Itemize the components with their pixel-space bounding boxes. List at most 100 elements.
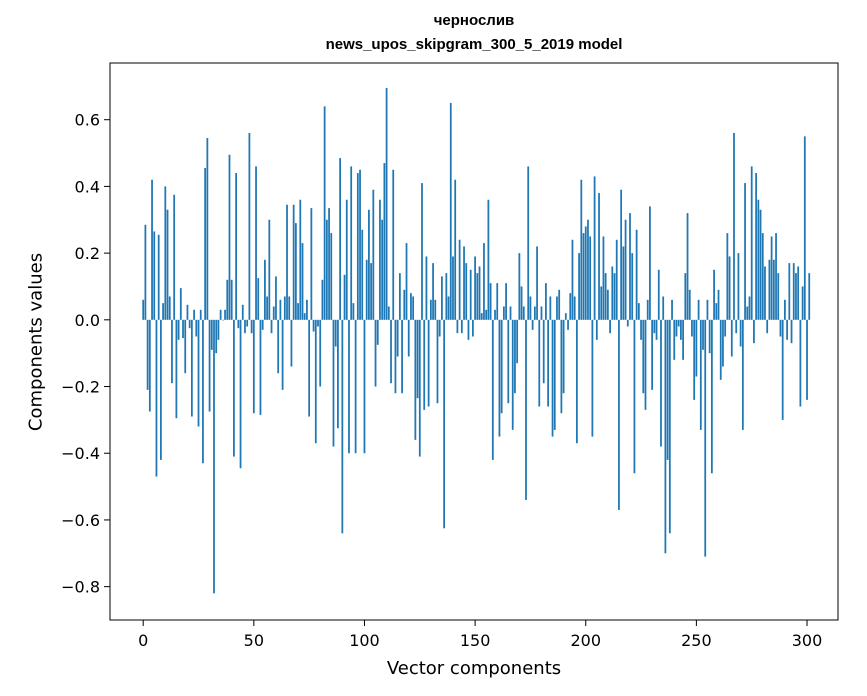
bar bbox=[564, 313, 567, 320]
bar bbox=[283, 296, 286, 320]
bar bbox=[693, 319, 696, 400]
bar bbox=[516, 319, 519, 364]
bar bbox=[447, 296, 450, 320]
bar bbox=[618, 319, 620, 510]
bar bbox=[651, 319, 654, 390]
bar bbox=[398, 273, 401, 320]
bar bbox=[755, 173, 758, 320]
bar bbox=[385, 88, 388, 320]
bar bbox=[148, 319, 151, 412]
bar bbox=[764, 266, 766, 320]
x-tick-label: 0 bbox=[138, 631, 148, 650]
bar bbox=[383, 163, 386, 320]
bar bbox=[741, 319, 744, 430]
bar bbox=[697, 299, 700, 320]
bar bbox=[595, 319, 598, 340]
bar bbox=[162, 303, 164, 320]
bars-group bbox=[142, 88, 811, 594]
bar bbox=[467, 319, 470, 340]
bar bbox=[547, 319, 550, 407]
bar bbox=[294, 223, 297, 320]
bar bbox=[363, 319, 366, 454]
bar bbox=[806, 319, 808, 400]
bar bbox=[425, 256, 428, 320]
bar bbox=[182, 319, 184, 339]
bar bbox=[449, 103, 452, 320]
bar bbox=[587, 219, 589, 320]
bar bbox=[199, 309, 202, 320]
bar bbox=[186, 304, 189, 320]
bar bbox=[171, 319, 173, 384]
bar bbox=[310, 208, 313, 320]
bar bbox=[770, 236, 773, 320]
bar bbox=[673, 319, 676, 360]
bar bbox=[600, 286, 603, 320]
bar bbox=[629, 213, 631, 320]
bar bbox=[407, 319, 410, 357]
bar bbox=[268, 219, 271, 320]
bar bbox=[368, 209, 370, 320]
bar bbox=[604, 273, 607, 320]
bar bbox=[788, 263, 791, 320]
bar bbox=[748, 296, 751, 320]
bar bbox=[354, 319, 357, 454]
bar bbox=[529, 296, 532, 320]
bar bbox=[677, 319, 680, 327]
bar bbox=[772, 259, 775, 320]
bar bbox=[582, 233, 585, 320]
bar bbox=[710, 319, 713, 474]
bar bbox=[270, 319, 273, 334]
bar bbox=[511, 319, 514, 430]
bar bbox=[545, 283, 547, 320]
bar bbox=[423, 319, 426, 410]
bar bbox=[224, 309, 226, 320]
bar bbox=[631, 253, 634, 320]
y-tick-label: 0.4 bbox=[75, 177, 100, 196]
bar bbox=[553, 319, 556, 430]
bar bbox=[735, 319, 738, 334]
bar bbox=[432, 263, 434, 320]
bar bbox=[317, 319, 319, 327]
x-tick-label: 250 bbox=[681, 631, 712, 650]
bar bbox=[142, 299, 145, 320]
bar bbox=[277, 319, 280, 374]
bar bbox=[485, 309, 488, 320]
bar bbox=[746, 306, 749, 320]
bar bbox=[443, 319, 446, 529]
bar bbox=[337, 319, 339, 429]
bar bbox=[454, 179, 457, 320]
bar bbox=[799, 319, 802, 407]
bar bbox=[396, 319, 399, 357]
bar bbox=[664, 319, 667, 554]
bar bbox=[394, 319, 397, 394]
bar bbox=[569, 293, 572, 320]
bar bbox=[671, 299, 673, 320]
bar bbox=[775, 233, 777, 320]
bar bbox=[626, 319, 629, 327]
bar bbox=[226, 279, 229, 320]
bar bbox=[722, 319, 724, 367]
bar bbox=[609, 319, 611, 334]
bar bbox=[518, 253, 521, 320]
bar bbox=[372, 189, 375, 320]
bar bbox=[334, 319, 337, 347]
bar bbox=[576, 319, 578, 444]
bar bbox=[301, 243, 304, 320]
bar bbox=[562, 319, 565, 394]
bar bbox=[644, 319, 647, 410]
bar bbox=[708, 319, 711, 354]
bar bbox=[795, 273, 797, 320]
bar bbox=[370, 263, 372, 320]
bar bbox=[704, 319, 707, 557]
bar bbox=[489, 283, 492, 320]
bar bbox=[452, 256, 454, 320]
bar bbox=[797, 266, 800, 320]
bar bbox=[739, 319, 742, 347]
bar bbox=[166, 209, 169, 320]
bar bbox=[640, 319, 642, 340]
bar bbox=[281, 319, 284, 390]
bar bbox=[803, 136, 806, 320]
bar bbox=[352, 303, 355, 320]
bar bbox=[257, 278, 260, 320]
bar bbox=[290, 319, 293, 367]
